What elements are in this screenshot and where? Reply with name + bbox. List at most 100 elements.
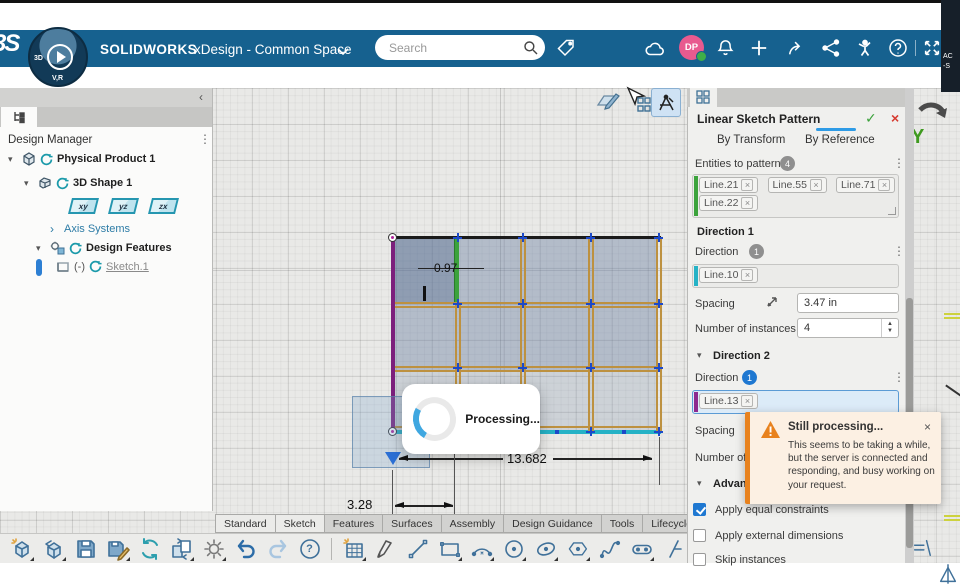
- entity-chip[interactable]: Line.10 ×: [699, 267, 759, 283]
- direction-triangle-marker[interactable]: [385, 452, 401, 465]
- checkbox-apply-external-dimensions[interactable]: [693, 529, 706, 542]
- tab-design-manager[interactable]: [1, 107, 37, 127]
- dimension-tool-icon[interactable]: [934, 561, 960, 587]
- tab-by-reference[interactable]: By Reference: [805, 134, 875, 146]
- redo-icon[interactable]: [264, 536, 291, 562]
- share-nodes-icon[interactable]: [820, 37, 842, 59]
- direction2-chipbox-active[interactable]: Line.13 ×: [692, 390, 899, 414]
- confirm-button[interactable]: ✓: [865, 110, 877, 126]
- caret-down-icon[interactable]: ▾: [24, 177, 29, 188]
- plane-yz-icon[interactable]: yz: [108, 198, 139, 214]
- add-plus-icon[interactable]: [748, 37, 770, 59]
- new-part-icon[interactable]: [8, 536, 35, 562]
- flip-direction-icon[interactable]: [765, 295, 779, 309]
- remove-chip-icon[interactable]: ×: [809, 179, 822, 191]
- ellipse-tool-icon[interactable]: [532, 536, 559, 562]
- instances1-input[interactable]: [797, 318, 899, 338]
- rectangle-tool-icon[interactable]: [436, 536, 463, 562]
- freehand-select-icon[interactable]: [372, 536, 399, 562]
- save-as-icon[interactable]: [104, 536, 131, 562]
- tab-features[interactable]: Features: [324, 514, 384, 533]
- active-sketch-tool-button[interactable]: [651, 88, 681, 117]
- notifications-bell-icon[interactable]: [714, 37, 736, 59]
- tree-item-3d-shape[interactable]: ▾ 3D Shape 1: [24, 176, 132, 190]
- cancel-button[interactable]: ×: [891, 110, 900, 126]
- checkbox-apply-equal-constraints[interactable]: [693, 503, 706, 516]
- sketch-left-edge-selected[interactable]: [391, 238, 395, 433]
- tree-item-sketch1[interactable]: (-) Sketch.1: [56, 260, 149, 273]
- checkbox-skip-instances[interactable]: [693, 553, 706, 566]
- sketch-text-tool-icon[interactable]: [660, 536, 687, 562]
- toast-close-icon[interactable]: ×: [923, 420, 931, 434]
- direction1-chipbox[interactable]: Line.10 ×: [692, 264, 899, 288]
- dimension-value-offset[interactable]: 3.28: [347, 497, 373, 512]
- tab-lifecycle[interactable]: Lifecycle: [643, 514, 688, 533]
- search-icon[interactable]: [520, 37, 542, 59]
- undo-icon[interactable]: [232, 536, 259, 562]
- entity-chip[interactable]: Line.71 ×: [836, 177, 896, 193]
- direction1-menu-button[interactable]: ⋮: [893, 244, 905, 258]
- share-icon[interactable]: [785, 37, 807, 59]
- caret-down-icon[interactable]: ▾: [8, 153, 13, 164]
- tab-standard[interactable]: Standard: [215, 514, 276, 533]
- caret-down-icon[interactable]: ▾: [36, 242, 41, 253]
- save-icon[interactable]: [72, 536, 99, 562]
- dimension-value-top[interactable]: 0.97: [434, 261, 458, 275]
- dimension-value-width[interactable]: 13.682: [507, 451, 547, 466]
- direction1-line-selected[interactable]: [454, 238, 459, 304]
- remove-chip-icon[interactable]: ×: [878, 179, 891, 191]
- caret-down-icon[interactable]: ▾: [697, 350, 702, 360]
- circle-tool-icon[interactable]: [500, 536, 527, 562]
- sync-icon[interactable]: [136, 536, 163, 562]
- entity-chip[interactable]: Line.22 ×: [699, 195, 759, 211]
- entity-chip[interactable]: Line.21 ×: [699, 177, 759, 193]
- remove-chip-icon[interactable]: ×: [741, 269, 754, 281]
- constraint-tool-icon[interactable]: [908, 535, 935, 561]
- avatar[interactable]: DP: [679, 35, 707, 62]
- fullscreen-expand-icon[interactable]: [921, 37, 943, 59]
- collapse-panel-button[interactable]: ‹: [199, 90, 203, 104]
- remove-chip-icon[interactable]: ×: [741, 179, 754, 191]
- search-input[interactable]: [375, 35, 545, 60]
- line-tool-icon[interactable]: [404, 536, 431, 562]
- app-title[interactable]: xDesign - Common Space: [194, 42, 352, 57]
- tree-item-physical-product[interactable]: ▾ Physical Product 1: [8, 152, 155, 166]
- entities-chipbox[interactable]: Line.21 × Line.55 × Line.71 × Line.22 ×: [692, 174, 899, 218]
- instances1-spinner[interactable]: ▲ ▼: [881, 319, 898, 337]
- cloud-icon[interactable]: [644, 38, 666, 60]
- spline-tool-icon[interactable]: [596, 536, 623, 562]
- rotate-view-arrow-icon[interactable]: [914, 100, 950, 136]
- edit-sketch-plane-icon[interactable]: [596, 90, 620, 112]
- entities-menu-button[interactable]: ⋮: [893, 156, 905, 170]
- plane-zx-icon[interactable]: zx: [148, 198, 179, 214]
- tab-design-guidance[interactable]: Design Guidance: [504, 514, 602, 533]
- arc-tool-icon[interactable]: [468, 536, 495, 562]
- spacing1-input[interactable]: [797, 293, 899, 313]
- 3dexperience-compass[interactable]: 3D V,R: [28, 27, 88, 87]
- open-part-icon[interactable]: [40, 536, 67, 562]
- slot-tool-icon[interactable]: [628, 536, 655, 562]
- tree-item-axis-systems[interactable]: › Axis Systems: [50, 222, 130, 236]
- tab-assembly[interactable]: Assembly: [441, 514, 505, 533]
- sketch-top-edge[interactable]: [393, 236, 661, 239]
- compass-play-icon[interactable]: [47, 44, 73, 70]
- pattern-panel-tab[interactable]: [690, 88, 717, 107]
- tab-by-transform[interactable]: By Transform: [717, 134, 786, 146]
- caret-down-icon[interactable]: ▾: [697, 478, 702, 488]
- remove-chip-icon[interactable]: ×: [741, 395, 754, 407]
- caret-right-icon[interactable]: ›: [50, 222, 54, 236]
- tab-sketch[interactable]: Sketch: [275, 514, 325, 533]
- sketch-grid-icon[interactable]: [340, 536, 367, 562]
- panel-menu-button[interactable]: ⋮: [199, 132, 211, 146]
- polygon-tool-icon[interactable]: [564, 536, 591, 562]
- help-icon[interactable]: ?: [296, 536, 323, 562]
- direction2-menu-button[interactable]: ⋮: [893, 370, 905, 384]
- import-export-icon[interactable]: [168, 536, 195, 562]
- help-icon[interactable]: [887, 37, 909, 59]
- entity-chip[interactable]: Line.55 ×: [767, 177, 827, 193]
- chevron-down-icon[interactable]: [332, 41, 354, 63]
- 3dswym-person-icon[interactable]: [853, 37, 875, 59]
- tab-surfaces[interactable]: Surfaces: [383, 514, 442, 533]
- tag-icon[interactable]: [555, 37, 577, 59]
- entity-chip[interactable]: Line.13 ×: [699, 393, 759, 409]
